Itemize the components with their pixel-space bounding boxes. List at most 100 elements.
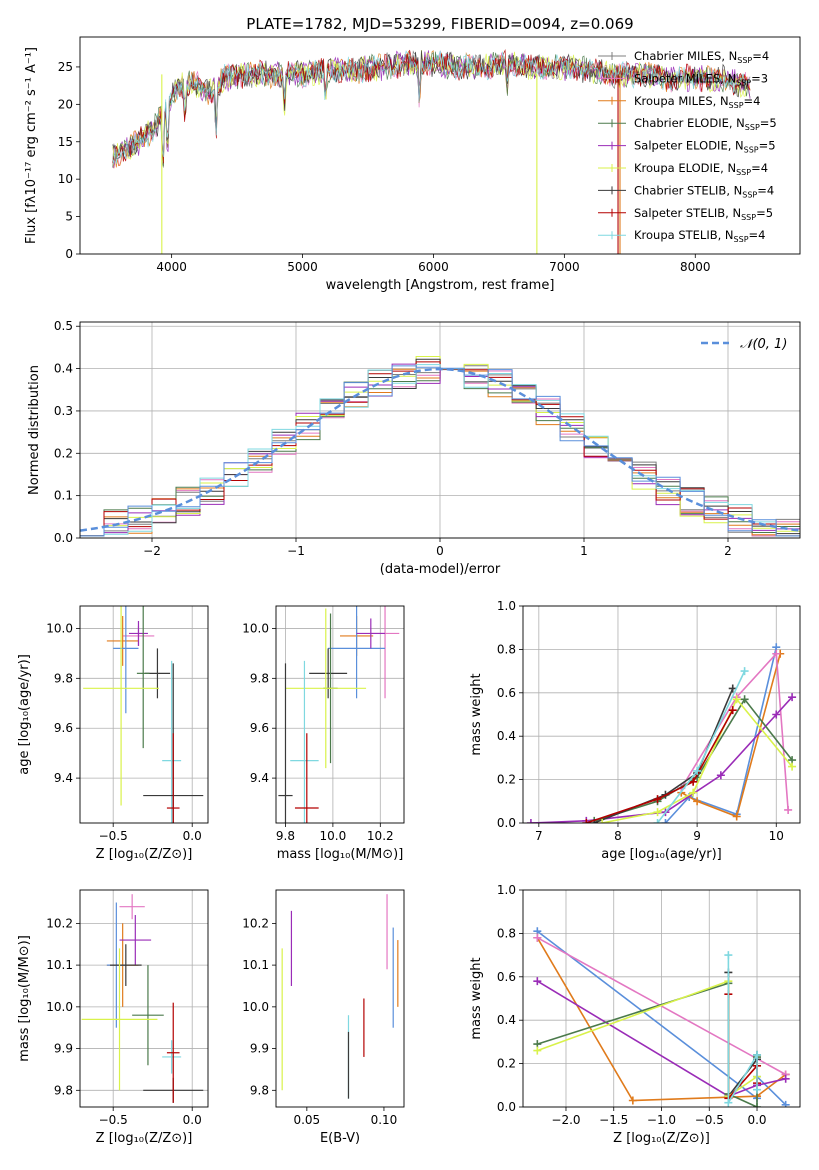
y-tick-label: 0.1 (54, 489, 73, 503)
x-axis-label: Z [log₁₀(Z/Z⊙)] (96, 847, 193, 862)
mass-weight-marker (740, 695, 749, 704)
y-tick-label: 25 (58, 60, 73, 74)
legend-subscript: SSP (744, 146, 759, 155)
mass-weight-marker (628, 1096, 637, 1105)
x-tick-label: 10.0 (320, 829, 347, 843)
mass-weight-marker (732, 695, 741, 704)
legend-label: 𝒩(0, 1) (740, 337, 787, 352)
y-tick-label: 9.8 (54, 671, 73, 685)
plot-area-mw_age (526, 643, 797, 823)
legend-subscript: SSP (742, 190, 757, 199)
plot-area-spectrum (112, 49, 751, 254)
y-tick-label: 10.1 (46, 958, 73, 972)
x-axis-label: E(B-V) (320, 1131, 360, 1146)
x-axis-label: wavelength [Angstrom, rest frame] (326, 278, 555, 293)
x-tick-label: 10.2 (367, 829, 394, 843)
y-tick-label: 0.0 (497, 1100, 516, 1114)
mass-weight-marker (753, 1085, 762, 1094)
mass-weight-line (536, 980, 786, 1098)
y-tick-label: 0.0 (54, 531, 73, 545)
x-tick-label: −2 (143, 544, 161, 558)
x-tick-label: 0.0 (747, 1113, 766, 1127)
y-tick-label: 0 (65, 247, 73, 261)
x-tick-label: 0.10 (371, 1113, 398, 1127)
x-tick-label: 10 (769, 829, 784, 843)
axes-frame (79, 321, 801, 539)
y-tick-label: 9.8 (250, 1083, 269, 1097)
panel-mass_ebv: 0.05 0.10 9.8 9.9 10.0 10.1 10.2 E(B-V) (242, 889, 405, 1146)
mass-weight-marker (753, 1050, 762, 1059)
y-tick-label: 15 (58, 135, 73, 149)
legend-label: Salpeter STELIB, NSSP=5 (634, 206, 773, 222)
y-axis-label: Normed distribution (27, 365, 42, 495)
x-axis-label: Z [log₁₀(Z/Z⊙)] (613, 1131, 710, 1146)
legend-label-rest: =4 (751, 161, 768, 175)
x-tick-label: 0.0 (183, 1113, 202, 1127)
legend-subscript: SSP (736, 78, 751, 87)
y-tick-label: 0.0 (497, 816, 516, 830)
x-tick-label: −0.5 (99, 1113, 128, 1127)
x-tick-label: 0 (436, 544, 444, 558)
x-tick-label: 8000 (680, 260, 711, 274)
mass-weight-line (593, 688, 734, 823)
x-tick-label: 0.0 (183, 829, 202, 843)
mass-weight-marker (781, 1074, 790, 1083)
figure-title: PLATE=1782, MJD=53299, FIBERID=0094, z=0… (246, 15, 633, 33)
legend-label: Kroupa ELODIE, NSSP=4 (634, 161, 768, 177)
legend-label-rest: =4 (752, 49, 769, 63)
legend-subscript: SSP (729, 101, 744, 110)
x-tick-label: −1.0 (647, 1113, 676, 1127)
plot-area-hist (80, 356, 800, 537)
axes-frame (275, 605, 405, 824)
y-tick-label: 0.2 (54, 446, 73, 460)
y-tick-label: 0.3 (54, 404, 73, 418)
legend-subscript: SSP (745, 123, 760, 132)
y-tick-label: 9.4 (54, 771, 73, 785)
mass-weight-marker (533, 933, 542, 942)
plot-area-mass_ebv (281, 894, 399, 1099)
legend-subscript: SSP (737, 56, 752, 65)
y-tick-label: 20 (58, 97, 73, 111)
mass-weight-marker (788, 693, 797, 702)
mass-weight-marker (716, 771, 725, 780)
mass-weight-line (727, 955, 758, 1106)
y-tick-label: 10.0 (46, 621, 73, 635)
mass-weight-marker (753, 1103, 762, 1107)
legend-subscript: SSP (741, 213, 756, 222)
y-tick-label: 10.2 (242, 916, 269, 930)
x-tick-label: −0.5 (99, 829, 128, 843)
x-tick-label: −1.5 (599, 1113, 628, 1127)
panels: 4000 5000 6000 7000 80000510152025wavelength… (17, 36, 801, 1146)
x-tick-label: −2.0 (551, 1113, 580, 1127)
normal-curve (80, 367, 800, 532)
panel-age_z: −0.5 0.0 9.4 9.6 9.8 10.0 Z [log₁₀(Z/Z⊙)] age [… (17, 605, 209, 862)
y-tick-label: 0.5 (54, 319, 73, 333)
legend-label-rest: =4 (749, 228, 766, 242)
y-tick-label: 0.8 (497, 642, 516, 656)
x-tick-label: 7000 (549, 260, 580, 274)
y-tick-label: 9.9 (250, 1042, 269, 1056)
legend-label: Chabrier MILES, NSSP=4 (634, 49, 769, 65)
mass-weight-line (586, 709, 734, 823)
legend-subscript: SSP (734, 235, 749, 244)
spectrum-line (112, 50, 751, 164)
axes-frame (79, 36, 801, 255)
legend-label-rest: =5 (759, 139, 776, 153)
x-axis-label: mass [log₁₀(M/M⊙)] (277, 847, 404, 862)
y-tick-label: 0.6 (497, 970, 516, 984)
mass-weight-marker (772, 649, 781, 658)
legend-label-rest: =4 (757, 183, 774, 197)
axes-frame (79, 605, 209, 824)
mass-weight-marker (653, 819, 662, 823)
mass-weight-marker (781, 1100, 790, 1107)
legend-label: Salpeter MILES, NSSP=3 (634, 71, 768, 87)
y-tick-label: 0.4 (497, 1013, 516, 1027)
y-tick-label: 9.4 (250, 771, 269, 785)
x-tick-label: 1 (580, 544, 588, 558)
panel-mw_age: 7 8 9 10 0.0 0.2 0.4 0.6 0.8 1.0 age [log₁₀(age/yr… (469, 599, 801, 862)
x-tick-label: −0.5 (695, 1113, 724, 1127)
mass-weight-marker (784, 805, 793, 814)
y-tick-label: 10.0 (46, 1000, 73, 1014)
x-tick-label: 9 (693, 829, 701, 843)
y-tick-label: 9.9 (54, 1042, 73, 1056)
